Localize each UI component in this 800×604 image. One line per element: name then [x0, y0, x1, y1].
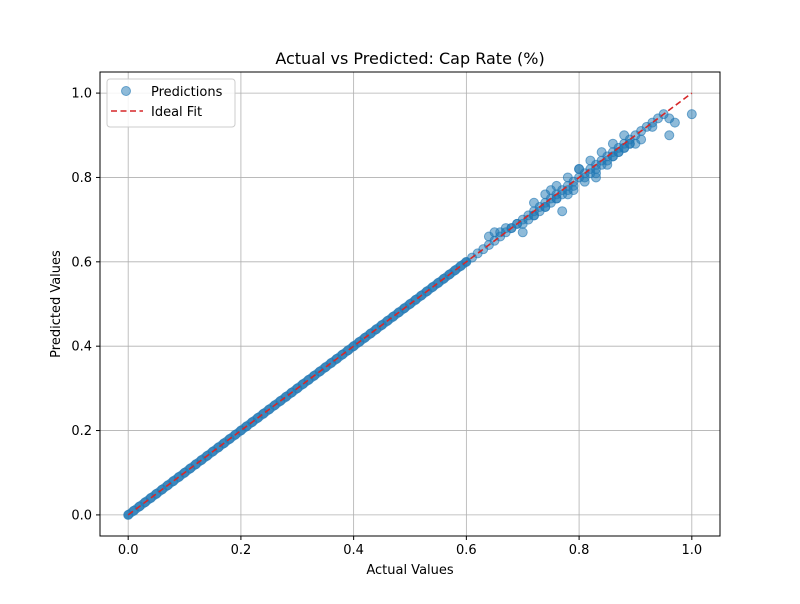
- y-tick-label: 0.6: [71, 255, 92, 270]
- prediction-point: [562, 172, 573, 183]
- y-tick-label: 0.8: [71, 171, 92, 186]
- prediction-point: [529, 197, 539, 208]
- prediction-point: [602, 159, 613, 170]
- legend-label-ideal-fit: Ideal Fit: [151, 105, 202, 120]
- prediction-point: [545, 185, 556, 196]
- x-axis-label: Actual Values: [366, 563, 454, 578]
- prediction-point: [562, 189, 573, 200]
- x-axis-ticks: 0.0 0.2 0.4 0.6 0.8 1.0: [118, 536, 702, 558]
- x-tick-label: 1.0: [681, 543, 702, 558]
- legend-box: [106, 78, 236, 128]
- prediction-point: [540, 201, 551, 212]
- chart-title: Actual vs Predicted: Cap Rate (%): [275, 49, 544, 68]
- x-tick-label: 0.4: [343, 543, 364, 558]
- prediction-point: [557, 206, 568, 217]
- x-tick-label: 0.2: [231, 543, 252, 558]
- prediction-point: [517, 227, 528, 238]
- y-tick-label: 0.2: [71, 424, 92, 439]
- prediction-point: [664, 130, 675, 141]
- legend-marker-predictions: [121, 86, 131, 96]
- ideal-fit-line: [127, 92, 693, 516]
- prediction-point: [647, 121, 658, 132]
- prediction-point: [619, 130, 630, 141]
- prediction-point: [596, 147, 607, 158]
- prediction-point: [636, 134, 647, 145]
- prediction-point: [591, 168, 601, 179]
- prediction-point: [607, 151, 618, 162]
- grid-lines: [100, 72, 720, 536]
- prediction-point: [579, 176, 590, 187]
- prediction-point: [686, 109, 697, 120]
- legend-label-predictions: Predictions: [151, 85, 223, 100]
- prediction-point: [585, 155, 596, 166]
- plot-frame: [99, 71, 721, 537]
- x-tick-label: 0.8: [569, 543, 590, 558]
- x-tick-label: 0.6: [456, 543, 477, 558]
- prediction-point: [551, 193, 562, 204]
- y-axis-label: Predicted Values: [49, 250, 64, 358]
- y-tick-label: 1.0: [71, 87, 92, 102]
- x-tick-label: 0.0: [118, 543, 139, 558]
- y-axis-ticks: 0.0 0.2 0.4 0.6 0.8 1.0: [71, 87, 100, 523]
- prediction-point: [607, 138, 618, 149]
- prediction-point: [619, 142, 630, 153]
- prediction-point: [529, 210, 539, 221]
- legend: Predictions Ideal Fit: [106, 78, 236, 128]
- ideal-fit-layer: [127, 92, 693, 516]
- y-tick-label: 0.0: [71, 508, 92, 523]
- y-tick-label: 0.4: [71, 340, 92, 355]
- prediction-point: [664, 113, 675, 124]
- prediction-point: [574, 164, 585, 175]
